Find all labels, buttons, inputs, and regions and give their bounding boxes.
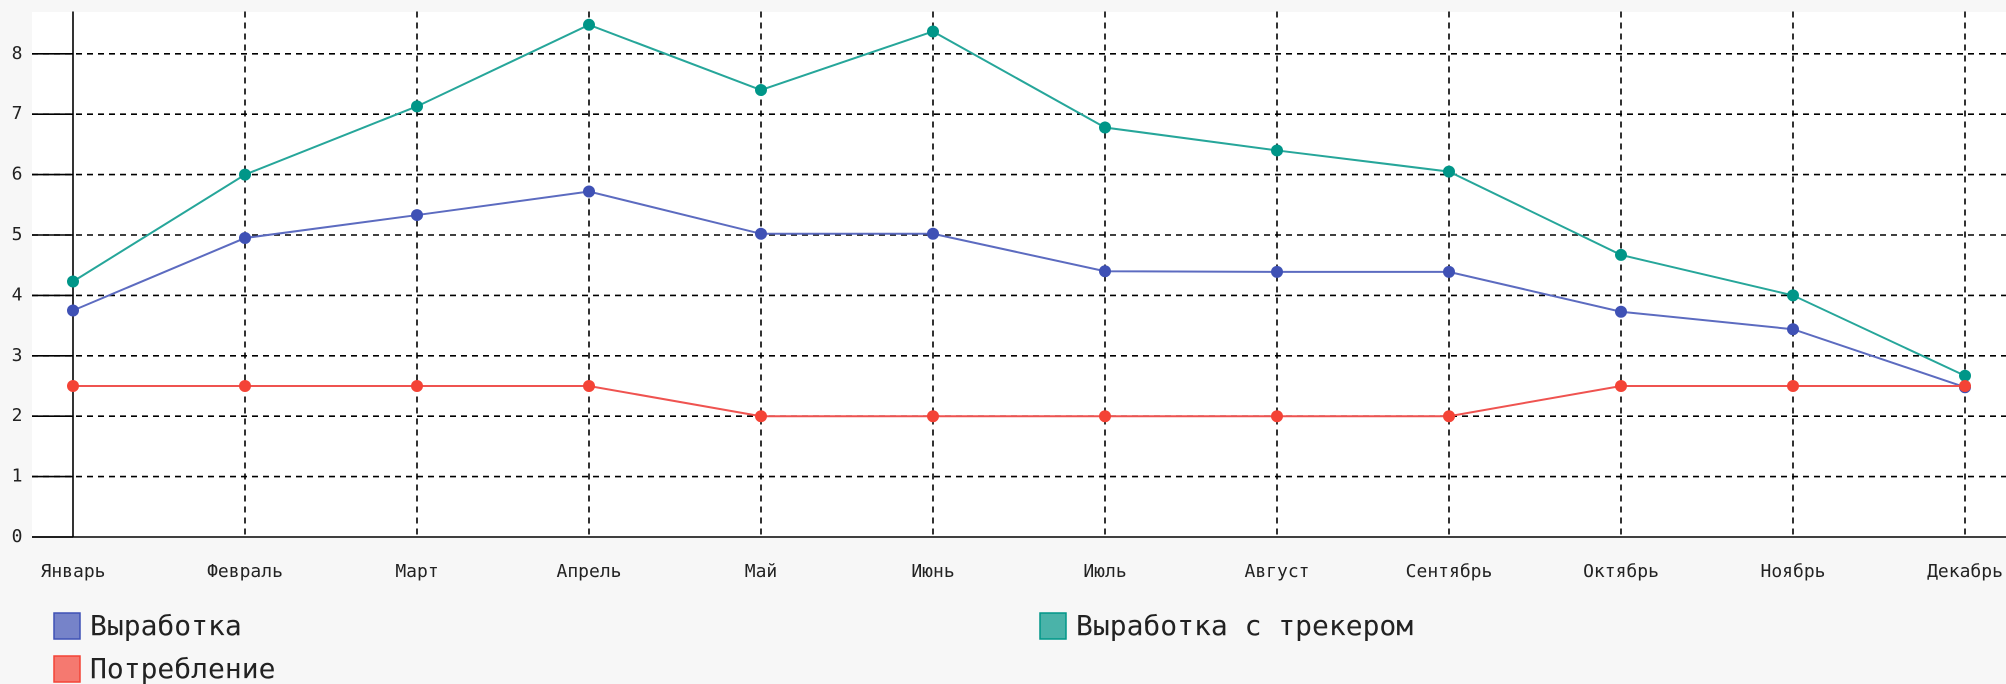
- x-tick-label: Сентябрь: [1406, 561, 1493, 582]
- data-point: [1099, 265, 1111, 278]
- data-point: [1787, 380, 1799, 392]
- data-point: [1271, 410, 1283, 423]
- data-point: [1615, 380, 1627, 392]
- data-point: [755, 410, 767, 423]
- data-point: [1271, 144, 1283, 157]
- data-point: [927, 410, 939, 423]
- data-point: [1959, 369, 1971, 382]
- y-tick-label: 0: [12, 526, 23, 547]
- y-tick-label: 8: [12, 43, 23, 64]
- x-tick-label: Октябрь: [1583, 561, 1659, 582]
- data-point: [755, 227, 767, 240]
- data-point: [1099, 121, 1111, 134]
- data-point: [1959, 380, 1971, 392]
- data-point: [927, 25, 939, 38]
- data-point: [1443, 410, 1455, 423]
- data-point: [1099, 410, 1111, 423]
- data-point: [927, 227, 939, 240]
- data-point: [239, 380, 251, 392]
- data-point: [583, 18, 595, 31]
- x-tick-label: Август: [1244, 561, 1309, 582]
- data-point: [239, 232, 251, 245]
- y-tick-label: 5: [12, 224, 23, 245]
- data-point: [583, 185, 595, 198]
- x-tick-label: Ноябрь: [1760, 561, 1825, 582]
- data-point: [1787, 289, 1799, 302]
- legend-swatch: [53, 655, 81, 683]
- data-point: [239, 168, 251, 181]
- data-point: [1443, 165, 1455, 178]
- data-point: [411, 380, 423, 392]
- data-point: [755, 84, 767, 97]
- x-tick-label: Январь: [40, 561, 105, 582]
- legend-swatch: [1039, 612, 1067, 640]
- y-tick-label: 4: [12, 284, 23, 305]
- data-point: [67, 275, 79, 288]
- x-tick-label: Май: [745, 561, 778, 582]
- x-tick-label: Декабрь: [1927, 561, 2003, 582]
- legend-swatch: [53, 612, 81, 640]
- data-point: [67, 304, 79, 317]
- plot-area: [32, 12, 2006, 538]
- series-line: [72, 190, 1966, 389]
- legend-label: Выработка с трекером: [1076, 609, 1413, 642]
- data-point: [1271, 265, 1283, 278]
- data-point: [411, 209, 423, 222]
- y-tick-label: 3: [12, 345, 23, 366]
- legend-label: Потребление: [90, 652, 275, 684]
- data-point: [1615, 305, 1627, 318]
- data-point: [67, 380, 79, 392]
- x-tick-label: Апрель: [556, 561, 621, 582]
- x-tick-label: Июнь: [911, 561, 954, 582]
- series-line: [72, 23, 1966, 377]
- data-point: [1615, 248, 1627, 261]
- data-point: [1443, 265, 1455, 278]
- x-tick-label: Февраль: [207, 561, 283, 582]
- legend-label: Выработка: [90, 609, 242, 642]
- data-point: [1787, 323, 1799, 336]
- data-point: [411, 100, 423, 113]
- y-tick-label: 6: [12, 164, 23, 185]
- y-tick-label: 7: [12, 103, 23, 124]
- data-point: [583, 380, 595, 392]
- x-tick-label: Март: [395, 561, 438, 582]
- y-tick-label: 1: [12, 466, 23, 487]
- series-line: [73, 385, 1965, 418]
- y-tick-label: 2: [12, 405, 23, 426]
- x-tick-label: Июль: [1083, 561, 1126, 582]
